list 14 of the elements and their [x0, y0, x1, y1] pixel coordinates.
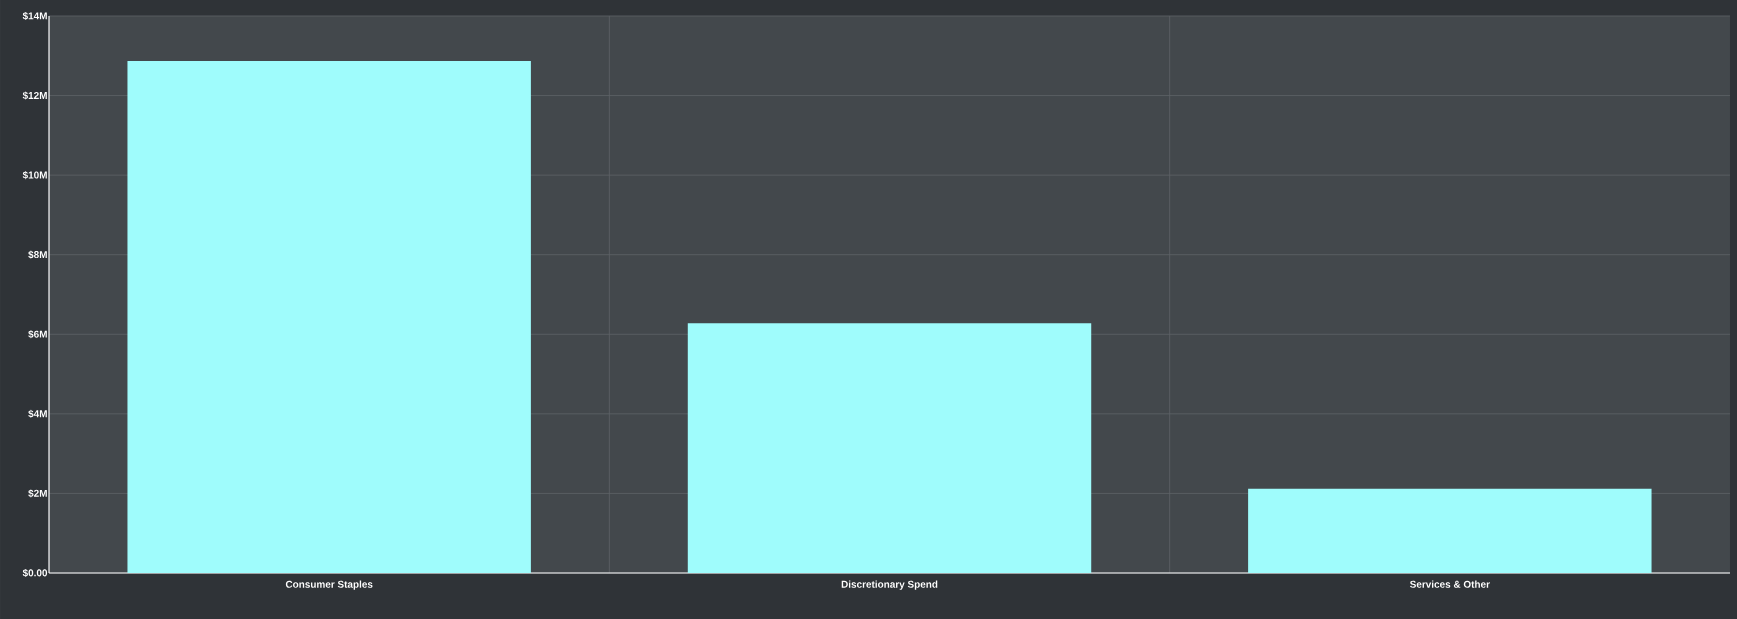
- y-tick-label: $4M: [28, 409, 47, 418]
- bar: [127, 60, 531, 573]
- y-tick-label: $6M: [28, 330, 47, 339]
- y-tick-label: $0.00: [22, 568, 48, 578]
- x-tick-label: Discretionary Spend: [841, 580, 938, 590]
- x-tick-label: Consumer Staples: [285, 580, 373, 590]
- bar: [687, 323, 1092, 573]
- y-tick-label: $14M: [22, 11, 47, 21]
- x-tick-label: Services & Other: [1409, 580, 1490, 588]
- y-tick-label: $2M: [28, 489, 47, 498]
- y-tick-label: $12M: [22, 91, 47, 100]
- y-tick-label: $8M: [28, 250, 47, 259]
- y-tick-label: $10M: [22, 171, 47, 180]
- bar: [1248, 488, 1652, 573]
